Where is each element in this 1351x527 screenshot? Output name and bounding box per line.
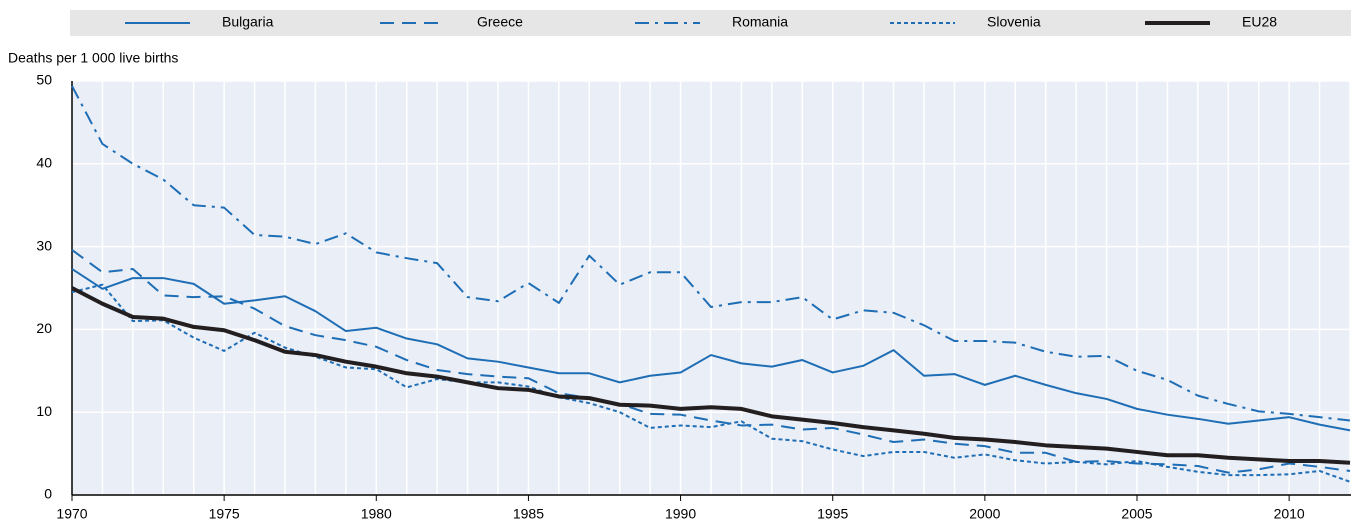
legend-label: Slovenia — [987, 14, 1041, 30]
x-tick-label: 1990 — [665, 506, 696, 522]
legend-label: Bulgaria — [222, 14, 274, 30]
x-tick-label: 2000 — [969, 506, 1000, 522]
legend-label: EU28 — [1242, 14, 1277, 30]
data-line — [71, 286, 1351, 465]
data-line — [71, 283, 1351, 483]
x-tick-label: 1970 — [56, 506, 87, 522]
legend-label: Romania — [732, 14, 788, 30]
x-tick-label: 1975 — [209, 506, 240, 522]
x-tick-label: 1980 — [361, 506, 392, 522]
data-line — [71, 268, 1351, 432]
legend-label: Greece — [477, 14, 523, 30]
legend-background — [70, 10, 1351, 36]
x-tick-label: 2005 — [1121, 506, 1152, 522]
y-tick-label: 30 — [36, 237, 52, 253]
y-tick-label: 40 — [36, 155, 52, 171]
y-tick-label: 50 — [36, 72, 52, 88]
y-tick-label: 20 — [36, 320, 52, 336]
y-tick-label: 10 — [36, 403, 52, 419]
x-tick-label: 1995 — [817, 506, 848, 522]
y-axis-label: Deaths per 1 000 live births — [8, 50, 178, 66]
x-tick-label: 1985 — [513, 506, 544, 522]
y-tick-label: 0 — [44, 486, 52, 502]
x-tick-label: 2010 — [1274, 506, 1305, 522]
data-line — [71, 249, 1351, 474]
data-line — [71, 85, 1351, 422]
